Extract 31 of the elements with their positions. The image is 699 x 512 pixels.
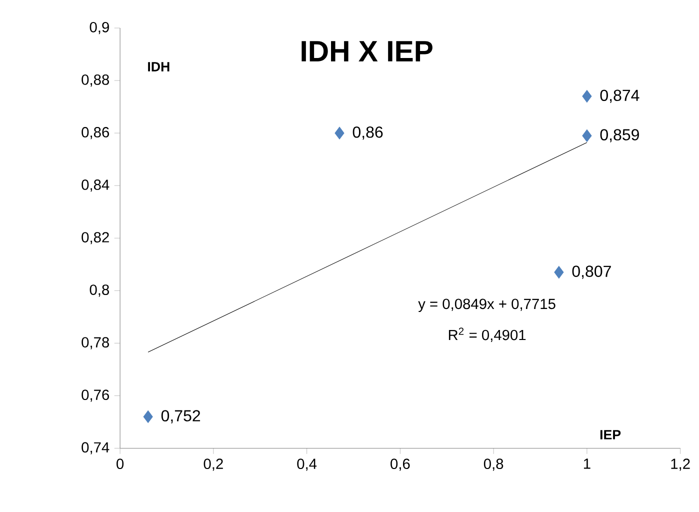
y-tick-label: 0,78 [82,336,109,350]
y-tick-label: 0,9 [90,22,109,34]
y-tick-label: 0,86 [82,126,109,140]
data-label: 0,752 [161,410,200,424]
x-tick-label: 1,2 [671,458,690,471]
data-label: 0,807 [572,266,611,279]
y-axis-title: IDH [148,62,170,72]
point [582,90,592,102]
y-tick-label: 0,88 [82,74,109,86]
y-tick-label: 0,82 [82,232,109,244]
x-tick-label: 1 [584,458,590,469]
x-tick-label: 0,2 [204,458,223,471]
point [582,129,592,142]
point [143,410,153,423]
chart-title: IDH X IEP [302,41,432,62]
annotation: y = 0,0849x + 0,7715 [418,298,556,312]
data-label: 0,874 [600,90,640,103]
data-label: 0,86 [352,126,383,140]
y-tick-label: 0,76 [82,390,109,402]
point [554,266,564,278]
y-tick-label: 0,74 [82,442,110,454]
x-tick-label: 0,6 [390,458,410,471]
x-axis-title: IEP [600,430,621,440]
data-label: 0,859 [600,128,639,142]
y-tick-label: 0,8 [90,284,109,297]
x-tick-label: 0,4 [297,458,317,471]
y-tick-label: 0,84 [82,179,110,192]
point [334,126,344,140]
x-tick-label: 0 [116,458,124,469]
annotation: R$^{2}$ = 0,4901 [448,327,526,342]
x-tick-label: 0,8 [484,458,504,471]
